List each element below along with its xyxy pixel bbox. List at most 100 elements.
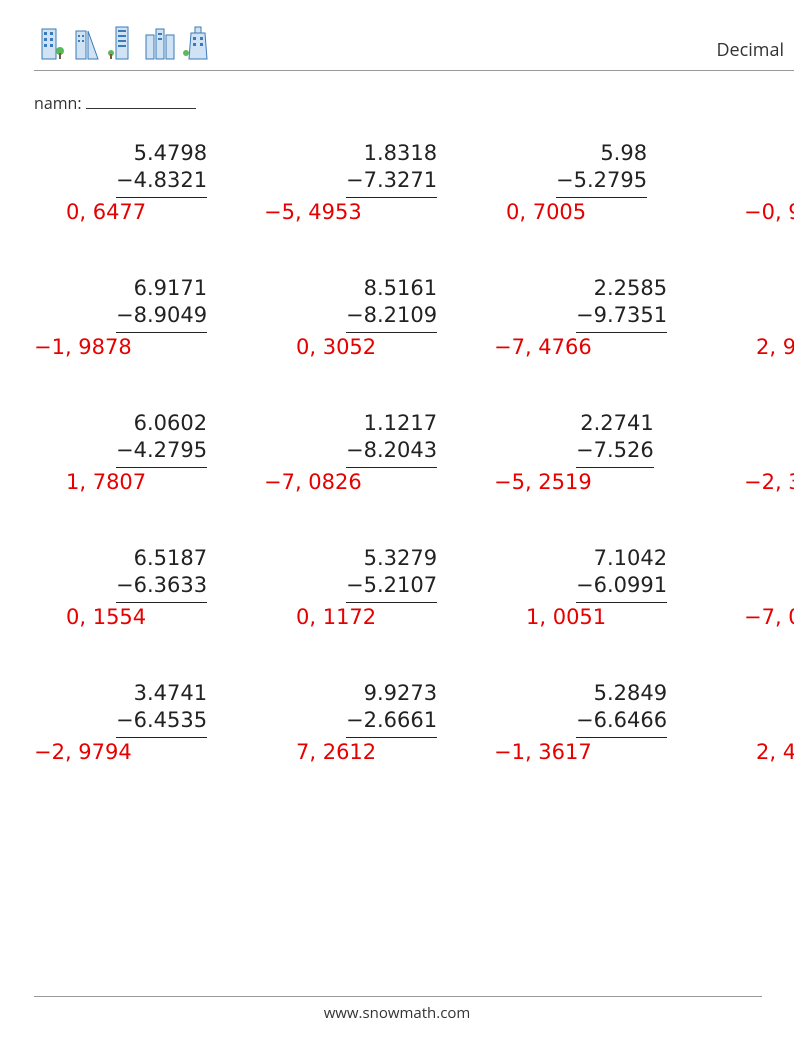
minuend: 5.98 bbox=[556, 140, 647, 167]
answer: −1, 9878 bbox=[34, 335, 132, 359]
minuend: 5.2849 bbox=[576, 680, 667, 707]
problem-numbers: 5.2849−6.6466 bbox=[576, 680, 667, 738]
building-icon bbox=[142, 25, 176, 66]
answer: −7, 02 bbox=[744, 605, 794, 629]
problem-numbers: 5.4798−4.8321 bbox=[116, 140, 207, 198]
subtraction-problem: 2, 490 bbox=[724, 680, 794, 815]
minuend: 5.3279 bbox=[346, 545, 437, 572]
minuend: 2.2741 bbox=[576, 410, 654, 437]
answer: 0, 6477 bbox=[66, 200, 146, 224]
problem-rule bbox=[346, 332, 437, 333]
answer: 0, 1172 bbox=[296, 605, 376, 629]
subtrahend: −5.2795 bbox=[556, 167, 647, 194]
problem-rule bbox=[576, 467, 654, 468]
name-blank-line[interactable] bbox=[86, 108, 196, 109]
answer: 0, 1554 bbox=[66, 605, 146, 629]
subtraction-problem: 3.4741−6.4535 −2, 9794 bbox=[34, 680, 264, 815]
answer: 0, 3052 bbox=[296, 335, 376, 359]
page-title: Decimal bbox=[716, 38, 784, 62]
subtraction-problem: 2.2741−7.526−5, 2519 bbox=[494, 410, 724, 545]
minuend: 3.4741 bbox=[116, 680, 207, 707]
subtraction-problem: 6.0602−4.27951, 7807 bbox=[34, 410, 264, 545]
answer: −2, 33 bbox=[744, 470, 794, 494]
answer: −5, 2519 bbox=[494, 470, 592, 494]
minuend: 1.1217 bbox=[346, 410, 437, 437]
subtrahend: −6.3633 bbox=[116, 572, 207, 599]
problem-numbers: 2.2741−7.526 bbox=[576, 410, 654, 468]
problem-numbers: 6.0602−4.2795 bbox=[116, 410, 207, 468]
building-icon bbox=[106, 25, 136, 66]
problem-rule bbox=[576, 332, 667, 333]
subtrahend: −6.6466 bbox=[576, 707, 667, 734]
subtraction-problem: −7, 02 bbox=[724, 545, 794, 680]
subtraction-problem: 7.1042−6.09911, 0051 bbox=[494, 545, 724, 680]
subtraction-problem: 2.2585−9.7351−7, 4766 bbox=[494, 275, 724, 410]
answer: 7, 2612 bbox=[296, 740, 376, 764]
name-label: namn: bbox=[34, 92, 82, 114]
problem-rule bbox=[116, 602, 207, 603]
subtraction-problem: 6.9171−8.9049−1, 9878 bbox=[34, 275, 264, 410]
minuend: 1.8318 bbox=[346, 140, 437, 167]
subtrahend: −2.6661 bbox=[346, 707, 437, 734]
problem-rule bbox=[346, 737, 437, 738]
worksheet-page: Decimal namn: 5.4798−4.83210, 64771.8318… bbox=[0, 0, 794, 1053]
answer: −5, 4953 bbox=[264, 200, 362, 224]
subtrahend: −7.3271 bbox=[346, 167, 437, 194]
answer: 0, 7005 bbox=[506, 200, 586, 224]
answer: −7, 0826 bbox=[264, 470, 362, 494]
subtrahend: −4.2795 bbox=[116, 437, 207, 464]
footer-text: www.snowmath.com bbox=[0, 1003, 794, 1023]
problem-rule bbox=[576, 602, 667, 603]
answer: −1, 3617 bbox=[494, 740, 592, 764]
subtrahend: −7.526 bbox=[576, 437, 654, 464]
building-icon bbox=[70, 25, 100, 66]
page-footer: www.snowmath.com bbox=[0, 996, 794, 1023]
subtrahend: −8.9049 bbox=[116, 302, 207, 329]
subtraction-problem: 5.2849−6.6466−1, 3617 bbox=[494, 680, 724, 815]
answer: −7, 4766 bbox=[494, 335, 592, 359]
subtrahend: −4.8321 bbox=[116, 167, 207, 194]
subtraction-problem: −2, 33 bbox=[724, 410, 794, 545]
problem-rule bbox=[556, 197, 647, 198]
subtraction-problem: 8.5161−8.2109 0, 3052 bbox=[264, 275, 494, 410]
subtraction-problem: −0, 99 bbox=[724, 140, 794, 275]
subtrahend: −9.7351 bbox=[576, 302, 667, 329]
problem-rule bbox=[116, 467, 207, 468]
footer-rule bbox=[34, 996, 762, 997]
minuend: 9.9273 bbox=[346, 680, 437, 707]
problem-rule bbox=[346, 467, 437, 468]
name-field: namn: bbox=[34, 92, 196, 114]
problems-grid: 5.4798−4.83210, 64771.8318−7.3271−5, 495… bbox=[34, 140, 794, 815]
subtrahend: −5.2107 bbox=[346, 572, 437, 599]
answer: 2, 490 bbox=[756, 740, 794, 764]
problem-rule bbox=[346, 602, 437, 603]
answer: 1, 0051 bbox=[526, 605, 606, 629]
subtrahend: −8.2109 bbox=[346, 302, 437, 329]
subtrahend: −8.2043 bbox=[346, 437, 437, 464]
subtraction-problem: 6.5187−6.3633 0, 1554 bbox=[34, 545, 264, 680]
minuend: 5.4798 bbox=[116, 140, 207, 167]
header-building-icons bbox=[34, 25, 212, 66]
problem-numbers: 1.8318−7.3271 bbox=[346, 140, 437, 198]
problem-rule bbox=[576, 737, 667, 738]
problem-numbers: 9.9273−2.6661 bbox=[346, 680, 437, 738]
subtraction-problem: 5.98−5.27950, 7005 bbox=[494, 140, 724, 275]
answer: −2, 9794 bbox=[34, 740, 132, 764]
problem-numbers: 5.98−5.2795 bbox=[556, 140, 647, 198]
minuend: 6.5187 bbox=[116, 545, 207, 572]
subtraction-problem: 5.4798−4.83210, 6477 bbox=[34, 140, 264, 275]
answer: 2, 919 bbox=[756, 335, 794, 359]
minuend: 2.2585 bbox=[576, 275, 667, 302]
subtrahend: −6.4535 bbox=[116, 707, 207, 734]
problem-numbers: 1.1217−8.2043 bbox=[346, 410, 437, 468]
problem-rule bbox=[116, 332, 207, 333]
problem-rule bbox=[346, 197, 437, 198]
problem-numbers: 5.3279−5.2107 bbox=[346, 545, 437, 603]
problem-numbers: 2.2585−9.7351 bbox=[576, 275, 667, 333]
problem-numbers: 6.9171−8.9049 bbox=[116, 275, 207, 333]
subtrahend: −6.0991 bbox=[576, 572, 667, 599]
problem-rule bbox=[116, 197, 207, 198]
building-icon bbox=[182, 25, 212, 66]
minuend: 6.0602 bbox=[116, 410, 207, 437]
minuend: 8.5161 bbox=[346, 275, 437, 302]
